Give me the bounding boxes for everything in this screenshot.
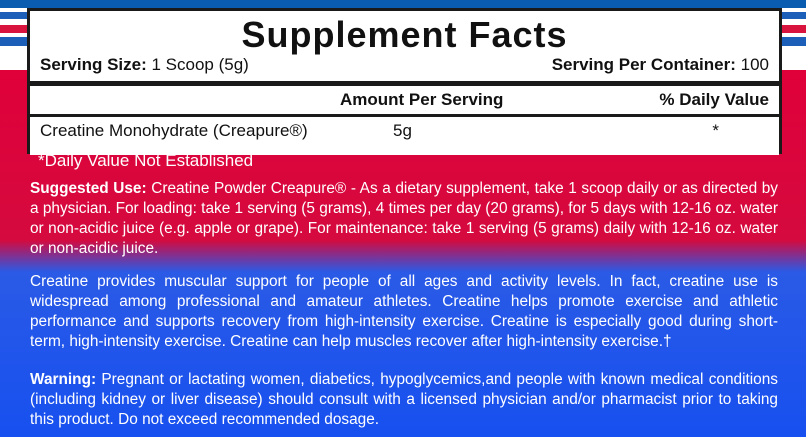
ingredient-name: Creatine Monohydrate (Creapure®): [40, 121, 308, 140]
ingredient-amount: 5g: [393, 121, 412, 140]
servings-per-container: Serving Per Container: 100: [552, 55, 769, 75]
serving-size: Serving Size: 1 Scoop (5g): [40, 55, 249, 75]
table-header: Amount Per Serving % Daily Value: [30, 86, 779, 117]
warning-label: Warning:: [30, 371, 97, 388]
divider: [30, 81, 779, 86]
servings-label: Serving Per Container:: [551, 55, 736, 74]
serving-size-label: Serving Size:: [40, 55, 147, 74]
serving-size-value: 1 Scoop (5g): [146, 55, 249, 74]
suggested-use: Suggested Use: Creatine Powder Creapure®…: [30, 179, 778, 259]
servings-value: 100: [735, 55, 769, 74]
suggested-use-text: Creatine Powder Creapure® - As a dietary…: [30, 180, 778, 257]
suggested-use-label: Suggested Use:: [30, 180, 147, 197]
description: Creatine provides muscular support for p…: [30, 273, 778, 350]
serving-info: Serving Size: 1 Scoop (5g) Serving Per C…: [30, 55, 779, 81]
table-row: Creatine Monohydrate (Creapure®) 5g *: [30, 117, 779, 155]
supplement-facts-panel: Supplement Facts Serving Size: 1 Scoop (…: [27, 8, 782, 155]
panel-title: Supplement Facts: [241, 14, 568, 55]
dv-column-header: % Daily Value: [659, 90, 769, 109]
ingredient-dv: *: [712, 121, 719, 140]
footnote: *Daily Value Not Established: [38, 151, 254, 170]
amount-column-header: Amount Per Serving: [340, 90, 504, 109]
warning: Warning: Pregnant or lactating women, di…: [30, 370, 778, 430]
warning-text: Pregnant or lactating women, diabetics, …: [30, 371, 778, 428]
